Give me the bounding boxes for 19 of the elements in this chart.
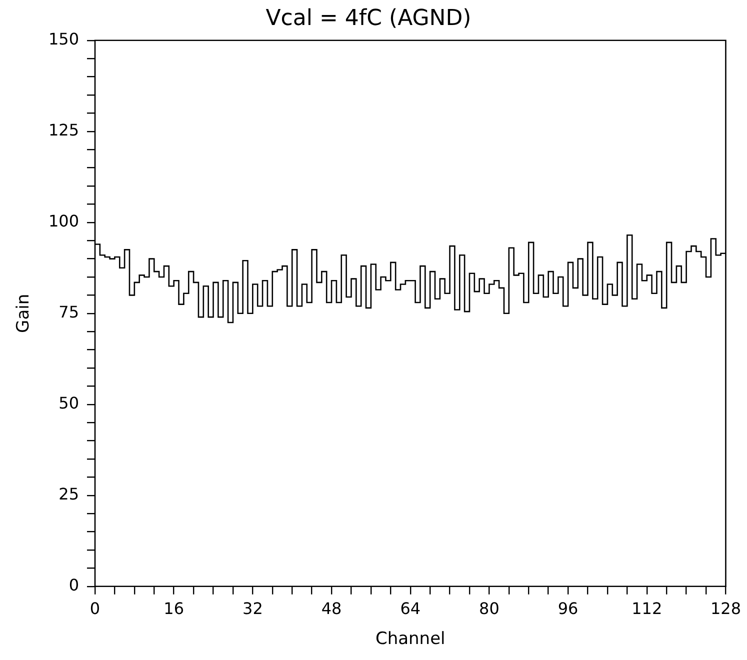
x-tick-label: 32 (242, 599, 263, 618)
x-tick-label: 16 (164, 599, 184, 618)
x-tick-label: 128 (710, 599, 742, 618)
chart-title: Vcal = 4fC (AGND) (266, 6, 472, 31)
x-tick-label: 112 (632, 599, 662, 618)
y-tick-label: 100 (48, 212, 79, 231)
y-tick-label: 125 (48, 120, 79, 140)
y-tick-label: 25 (58, 484, 79, 504)
x-tick-label: 48 (321, 599, 342, 618)
x-axis-title: Channel (375, 629, 446, 650)
y-tick-label: 0 (68, 576, 79, 595)
x-tick-label: 80 (479, 599, 500, 618)
y-axis-title: Gain (14, 294, 34, 333)
x-tick-label: 96 (558, 599, 578, 618)
y-tick-label: 150 (48, 30, 79, 49)
y-tick-label: 75 (58, 302, 79, 322)
x-tick-label: 0 (90, 599, 100, 618)
x-tick-label: 64 (400, 599, 421, 618)
y-tick-label: 50 (58, 394, 79, 413)
